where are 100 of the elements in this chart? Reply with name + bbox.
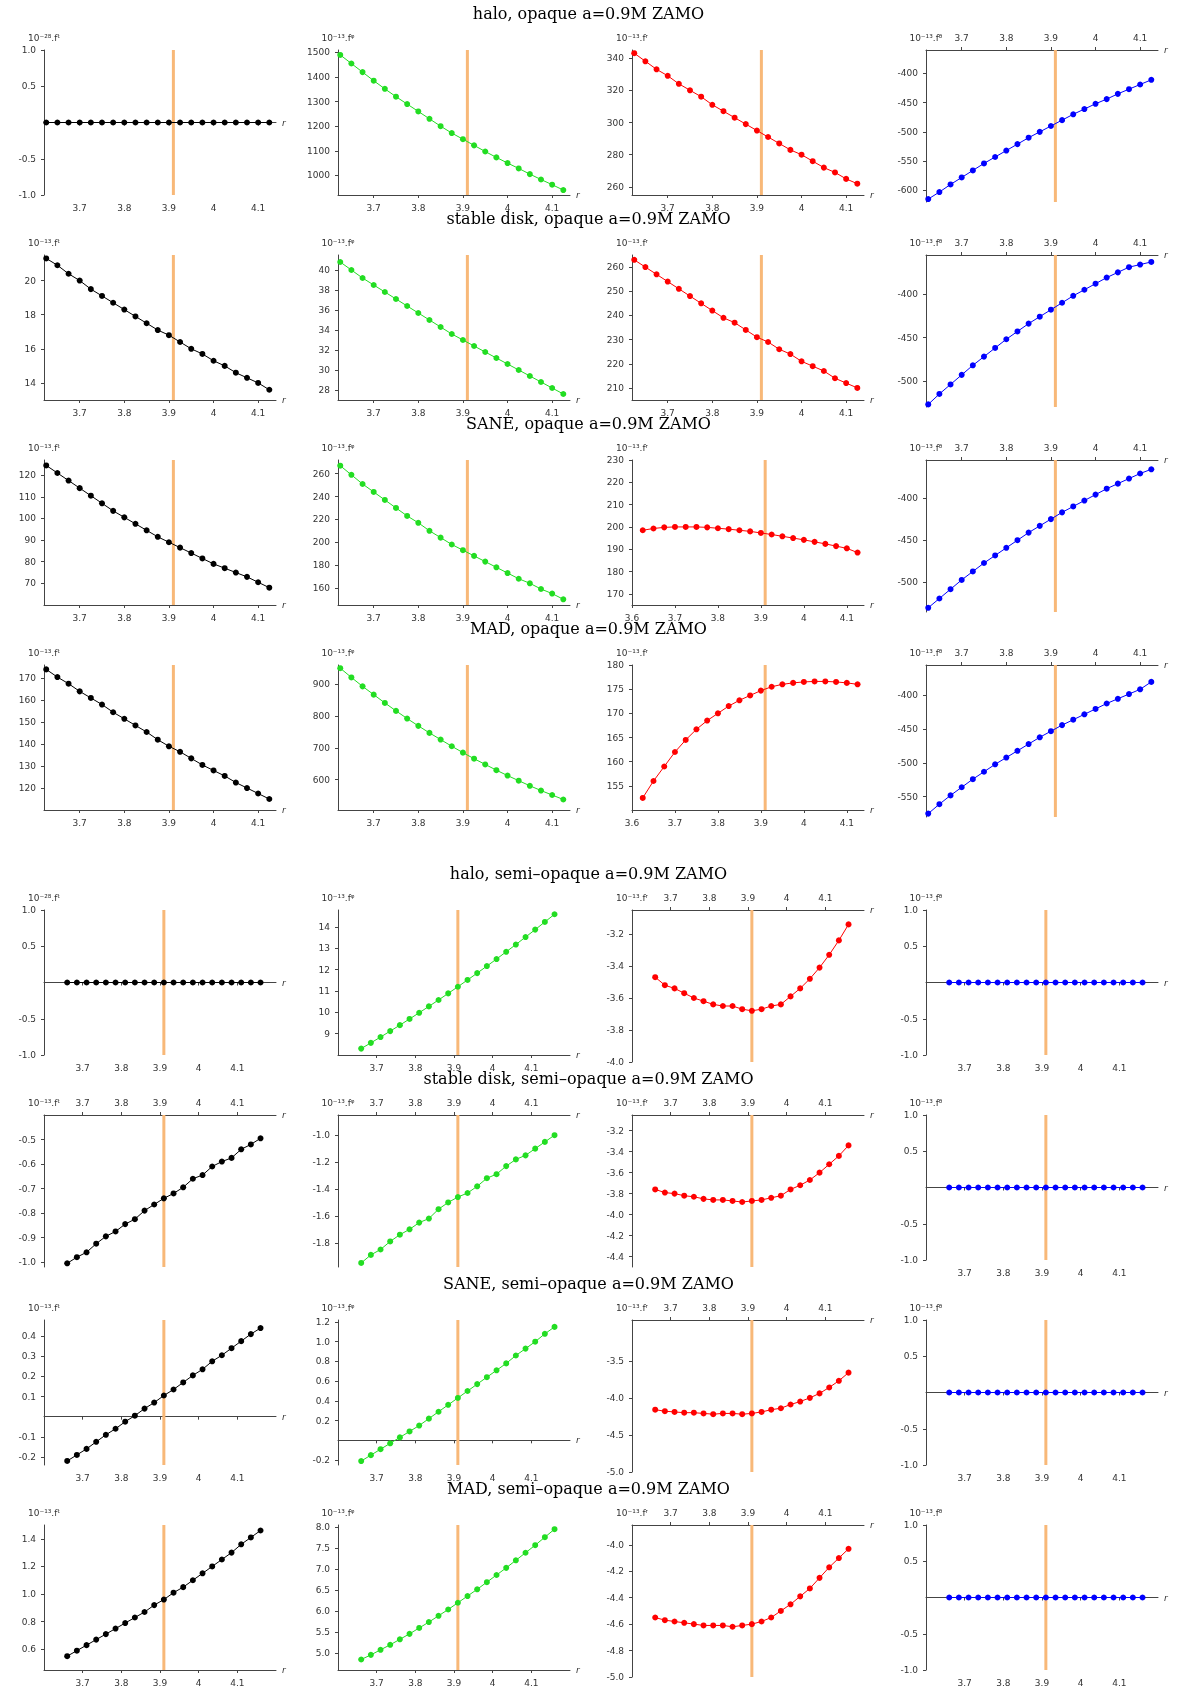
point [218, 1556, 225, 1563]
y-tick-label: 900 [312, 679, 331, 690]
point [661, 982, 668, 989]
y-tick-label: 0.5 [21, 941, 36, 952]
point [367, 1452, 374, 1459]
y-tick-label: -450 [897, 724, 919, 735]
point [1059, 117, 1066, 124]
x-tick-label: 4 [504, 407, 511, 418]
point [806, 1394, 813, 1401]
point [671, 1618, 678, 1625]
point [747, 528, 754, 535]
x-tick-label: 4 [783, 1507, 790, 1518]
point [504, 570, 511, 577]
x-tick-label: 3.8 [710, 817, 726, 828]
y-tick-label: 5.5 [315, 1627, 330, 1638]
point [151, 1201, 158, 1208]
y-tick-label: -1.0 [312, 1130, 331, 1141]
y-tick-label: -5.0 [606, 1467, 625, 1477]
x-tick-label: 3.8 [117, 407, 132, 418]
point [76, 277, 83, 284]
point [358, 1045, 365, 1052]
point [642, 58, 649, 65]
point [833, 678, 840, 685]
y-tick-label: -550 [897, 156, 919, 167]
y-axis-title: 10⁻¹³.fᵗ [27, 1097, 61, 1108]
y-axis-title: 10⁻¹³.fᶿ [909, 1302, 943, 1313]
point [693, 523, 700, 530]
point [160, 1392, 167, 1399]
point [671, 749, 678, 755]
y-tick-label: -550 [897, 791, 919, 802]
point [359, 480, 366, 487]
point [1047, 123, 1054, 129]
y-tick-label: 7.5 [315, 1543, 330, 1554]
point [690, 1621, 697, 1628]
y-tick-label: 1.2 [21, 1561, 36, 1572]
point [515, 777, 522, 784]
x-tick-label: 4.1 [1132, 647, 1148, 658]
point [199, 350, 206, 357]
x-tick-label: 3.9 [1034, 1267, 1050, 1278]
point [387, 1238, 394, 1245]
point [337, 665, 344, 672]
point [464, 1388, 471, 1395]
x-tick-label: 4.1 [524, 1472, 539, 1483]
x-tick-label: 3.7 [957, 1472, 972, 1483]
x-tick-label: 4 [210, 612, 217, 623]
point [512, 941, 519, 948]
x-tick-label: 4 [1092, 237, 1099, 248]
y-tick-label: -0.5 [900, 1628, 918, 1639]
point [541, 918, 548, 925]
x-axis-title: r [1164, 455, 1169, 465]
x-tick-label: 3.8 [408, 1472, 423, 1483]
x-axis-title: r [282, 1665, 287, 1675]
x-tick-label: 4 [504, 612, 511, 623]
x-tick-label: 3.8 [411, 407, 426, 418]
x-tick-label: 3.9 [152, 1062, 168, 1073]
point [112, 1625, 119, 1632]
point [425, 1415, 432, 1422]
point [199, 761, 206, 768]
point [992, 761, 999, 768]
point [367, 1039, 374, 1046]
x-tick-label: 4 [195, 1472, 202, 1483]
point [748, 1410, 755, 1417]
y-tick-label: -0.5 [900, 1423, 918, 1434]
x-tick-label: 4 [783, 1302, 790, 1313]
point [359, 69, 366, 76]
point [777, 1607, 784, 1614]
point [43, 666, 50, 673]
point [797, 1182, 804, 1189]
point [189, 1372, 196, 1379]
point [102, 1431, 109, 1438]
x-axis-title: r [282, 805, 287, 815]
point [675, 285, 682, 292]
point [459, 136, 466, 143]
x-tick-label: 4 [489, 1677, 496, 1688]
point [777, 1001, 784, 1008]
point [820, 368, 827, 374]
point [112, 1425, 119, 1432]
point [822, 678, 829, 685]
x-tick-label: 3.9 [161, 202, 177, 213]
x-axis-title: r [1164, 660, 1169, 670]
point [729, 1623, 736, 1630]
y-tick-label: -4.6 [606, 1619, 625, 1630]
x-tick-label: 4.1 [818, 892, 833, 903]
x-tick-label: 3.9 [446, 1097, 462, 1108]
point [464, 1190, 471, 1197]
y-tick-label: -0.5 [18, 1134, 36, 1145]
point [238, 1338, 245, 1345]
point [992, 344, 999, 351]
point [73, 1451, 80, 1458]
point [1036, 522, 1043, 529]
point [396, 1636, 403, 1643]
point [661, 1408, 668, 1415]
point [482, 558, 489, 565]
x-axis-title: r [870, 395, 875, 405]
x-axis-title: r [1164, 45, 1169, 55]
x-tick-label: 3.8 [702, 1507, 717, 1518]
point [736, 527, 743, 534]
point [958, 371, 965, 378]
point [681, 1409, 688, 1416]
point [661, 1189, 668, 1196]
